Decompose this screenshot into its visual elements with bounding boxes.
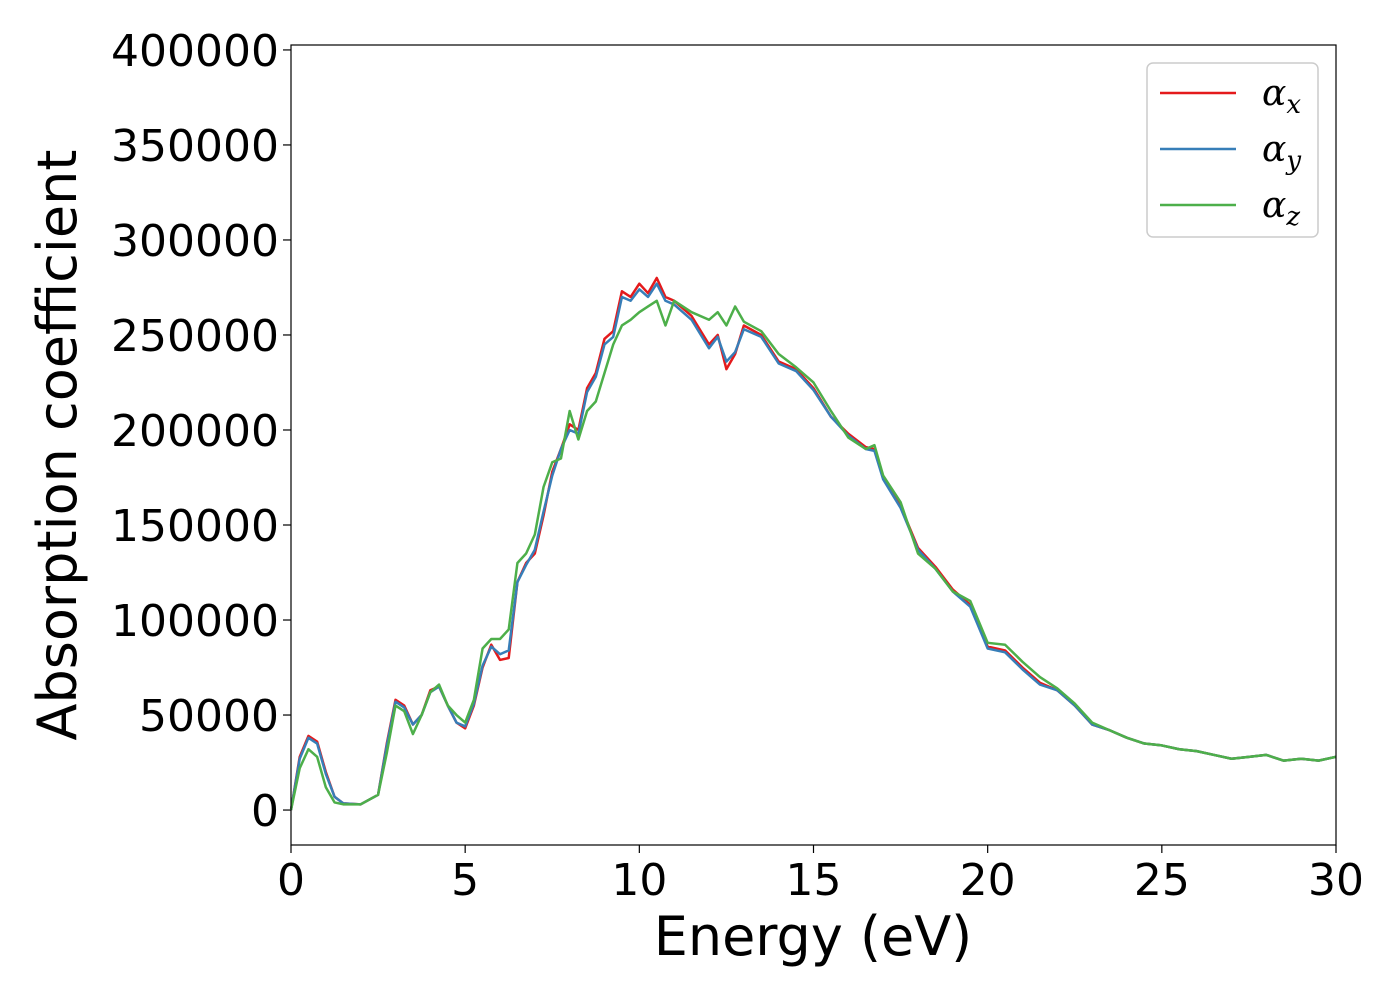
x-tick-label: 20 [960, 855, 1016, 906]
data-line [289, 282, 1337, 811]
legend-label: αx [1262, 73, 1301, 120]
y-tick-label: 400000 [111, 26, 279, 77]
data-line [289, 299, 1337, 811]
y-tick-label: 200000 [111, 406, 279, 457]
y-tick-label: 0 [251, 786, 279, 837]
legend-label: αy [1262, 129, 1301, 176]
legend-label: αz [1262, 185, 1300, 232]
x-tick-label: 0 [277, 855, 305, 906]
y-tick-label: 100000 [111, 596, 279, 647]
y-tick-label: 350000 [111, 121, 279, 172]
x-tick-label: 5 [451, 855, 479, 906]
y-axis-label: Absorption coefficient [26, 150, 89, 741]
x-tick-label: 10 [611, 855, 667, 906]
x-axis-label: Energy (eV) [654, 905, 973, 968]
y-tick-label: 250000 [111, 311, 279, 362]
y-tick-label: 50000 [139, 691, 279, 742]
x-tick-label: 25 [1134, 855, 1190, 906]
y-tick-label: 150000 [111, 501, 279, 552]
x-tick-label: 15 [786, 855, 842, 906]
x-tick-label: 30 [1308, 855, 1364, 906]
plot-frame [290, 44, 1337, 846]
y-tick-label: 300000 [111, 216, 279, 267]
data-line [289, 276, 1337, 811]
